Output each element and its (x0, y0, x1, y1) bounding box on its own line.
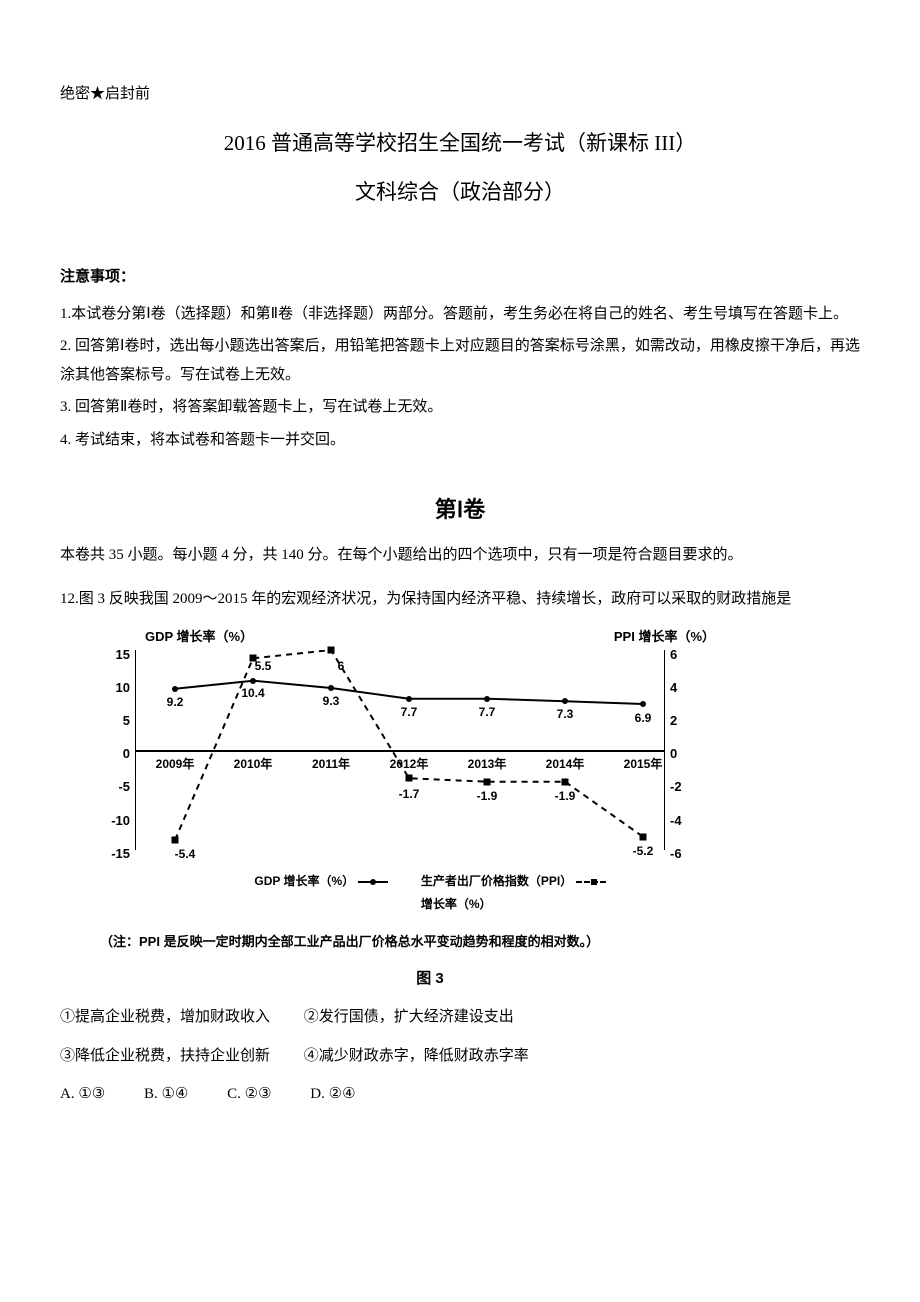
x-tick: 2010年 (234, 753, 273, 776)
question-12-text: 12.图 3 反映我国 2009～2015 年的宏观经济状况，为保持国内经济平稳… (60, 585, 860, 614)
option-row-2: ③降低企业税费，扶持企业创新 ④减少财政赤字，降低财政赤字率 (60, 1042, 860, 1071)
gdp-label: 6.9 (635, 707, 652, 730)
notice-item-4: 4. 考试结束，将本试卷和答题卡一并交回。 (60, 426, 860, 455)
y-right-tick: -6 (670, 842, 700, 867)
section-description: 本卷共 35 小题。每小题 4 分，共 140 分。在每个小题给出的四个选项中，… (60, 541, 860, 570)
dashed-line-icon (576, 881, 606, 883)
gdp-label: 9.3 (323, 690, 340, 713)
y-right-tick: -4 (670, 809, 700, 834)
x-tick: 2013年 (468, 753, 507, 776)
answer-b: B. ①④ (144, 1080, 188, 1109)
y-left-tick: -5 (100, 775, 130, 800)
chart-note: （注：PPI 是反映一定时期内全部工业产品出厂价格总水平变动趋势和程度的相对数。… (100, 930, 770, 955)
option-2: ②发行国债，扩大经济建设支出 (304, 1003, 514, 1032)
y-right-tick: 2 (670, 709, 700, 734)
y-left-tick: 10 (100, 676, 130, 701)
y-right-tick: 6 (670, 643, 700, 668)
ppi-point (406, 775, 413, 782)
option-row-1: ①提高企业税费，增加财政收入 ②发行国债，扩大经济建设支出 (60, 1003, 860, 1032)
chart-svg (135, 650, 665, 850)
solid-line-icon (358, 881, 388, 883)
option-1: ①提高企业税费，增加财政收入 (60, 1003, 270, 1032)
ppi-label: -1.9 (477, 785, 498, 808)
title-main: 2016 普通高等学校招生全国统一考试（新课标 III） (60, 124, 860, 164)
ppi-label: -1.7 (399, 783, 420, 806)
answer-choices: A. ①③ B. ①④ C. ②③ D. ②④ (60, 1080, 860, 1109)
y-left-tick: -15 (100, 842, 130, 867)
notice-heading: 注意事项： (60, 263, 860, 292)
y-right-tick: -2 (670, 775, 700, 800)
title-sub: 文科综合（政治部分） (60, 173, 860, 213)
legend-ppi: 生产者出厂价格指数（PPI） 增长率（%） (421, 870, 606, 916)
gdp-label: 7.7 (479, 701, 496, 724)
legend-gdp: GDP 增长率（%） (254, 870, 387, 893)
secret-label: 绝密★启封前 (60, 80, 860, 109)
answer-d: D. ②④ (310, 1080, 355, 1109)
ppi-label: -1.9 (555, 785, 576, 808)
chart-container: GDP 增长率（%） PPI 增长率（%） 15 10 5 0 -5 -10 -… (90, 625, 770, 993)
y-right-tick: 0 (670, 742, 700, 767)
answer-c: C. ②③ (227, 1080, 271, 1109)
y-right-tick: 4 (670, 676, 700, 701)
chart-caption: 图 3 (90, 965, 770, 994)
x-tick: 2011年 (312, 753, 350, 776)
x-tick: 2014年 (546, 753, 585, 776)
notice-section: 注意事项： 1.本试卷分第Ⅰ卷（选择题）和第Ⅱ卷（非选择题）两部分。答题前，考生… (60, 263, 860, 454)
notice-item-3: 3. 回答第Ⅱ卷时，将答案卸载答题卡上，写在试卷上无效。 (60, 393, 860, 422)
legend-ppi-label-2: 增长率（%） (421, 897, 492, 911)
legend-gdp-label: GDP 增长率（%） (254, 874, 354, 888)
notice-item-1: 1.本试卷分第Ⅰ卷（选择题）和第Ⅱ卷（非选择题）两部分。答题前，考生务必在将自己… (60, 300, 860, 329)
chart-area: GDP 增长率（%） PPI 增长率（%） 15 10 5 0 -5 -10 -… (90, 625, 770, 915)
option-3: ③降低企业税费，扶持企业创新 (60, 1042, 270, 1071)
ppi-point (328, 647, 335, 654)
x-tick: 2015年 (624, 753, 663, 776)
answer-a: A. ①③ (60, 1080, 105, 1109)
y-left-tick: 5 (100, 709, 130, 734)
ppi-label: 6 (338, 655, 345, 678)
x-tick: 2009年 (156, 753, 195, 776)
left-axis-label: GDP 增长率（%） (145, 625, 253, 650)
section-header: 第Ⅰ卷 (60, 489, 860, 531)
gdp-label: 9.2 (167, 691, 184, 714)
ppi-label: -5.4 (175, 843, 196, 866)
gdp-label: 10.4 (241, 682, 264, 705)
y-left-tick: 0 (100, 742, 130, 767)
ppi-label: -5.2 (633, 840, 654, 863)
option-4: ④减少财政赤字，降低财政赤字率 (304, 1042, 529, 1071)
gdp-label: 7.3 (557, 703, 574, 726)
legend-ppi-label-1: 生产者出厂价格指数（PPI） (421, 874, 572, 888)
chart-legend: GDP 增长率（%） 生产者出厂价格指数（PPI） 增长率（%） (90, 870, 770, 916)
x-tick: 2012年 (390, 753, 429, 776)
y-left-tick: 15 (100, 643, 130, 668)
y-left-tick: -10 (100, 809, 130, 834)
ppi-label: 5.5 (255, 655, 272, 678)
notice-item-2: 2. 回答第Ⅰ卷时，选出每小题选出答案后，用铅笔把答题卡上对应题目的答案标号涂黑… (60, 332, 860, 389)
gdp-label: 7.7 (401, 701, 418, 724)
